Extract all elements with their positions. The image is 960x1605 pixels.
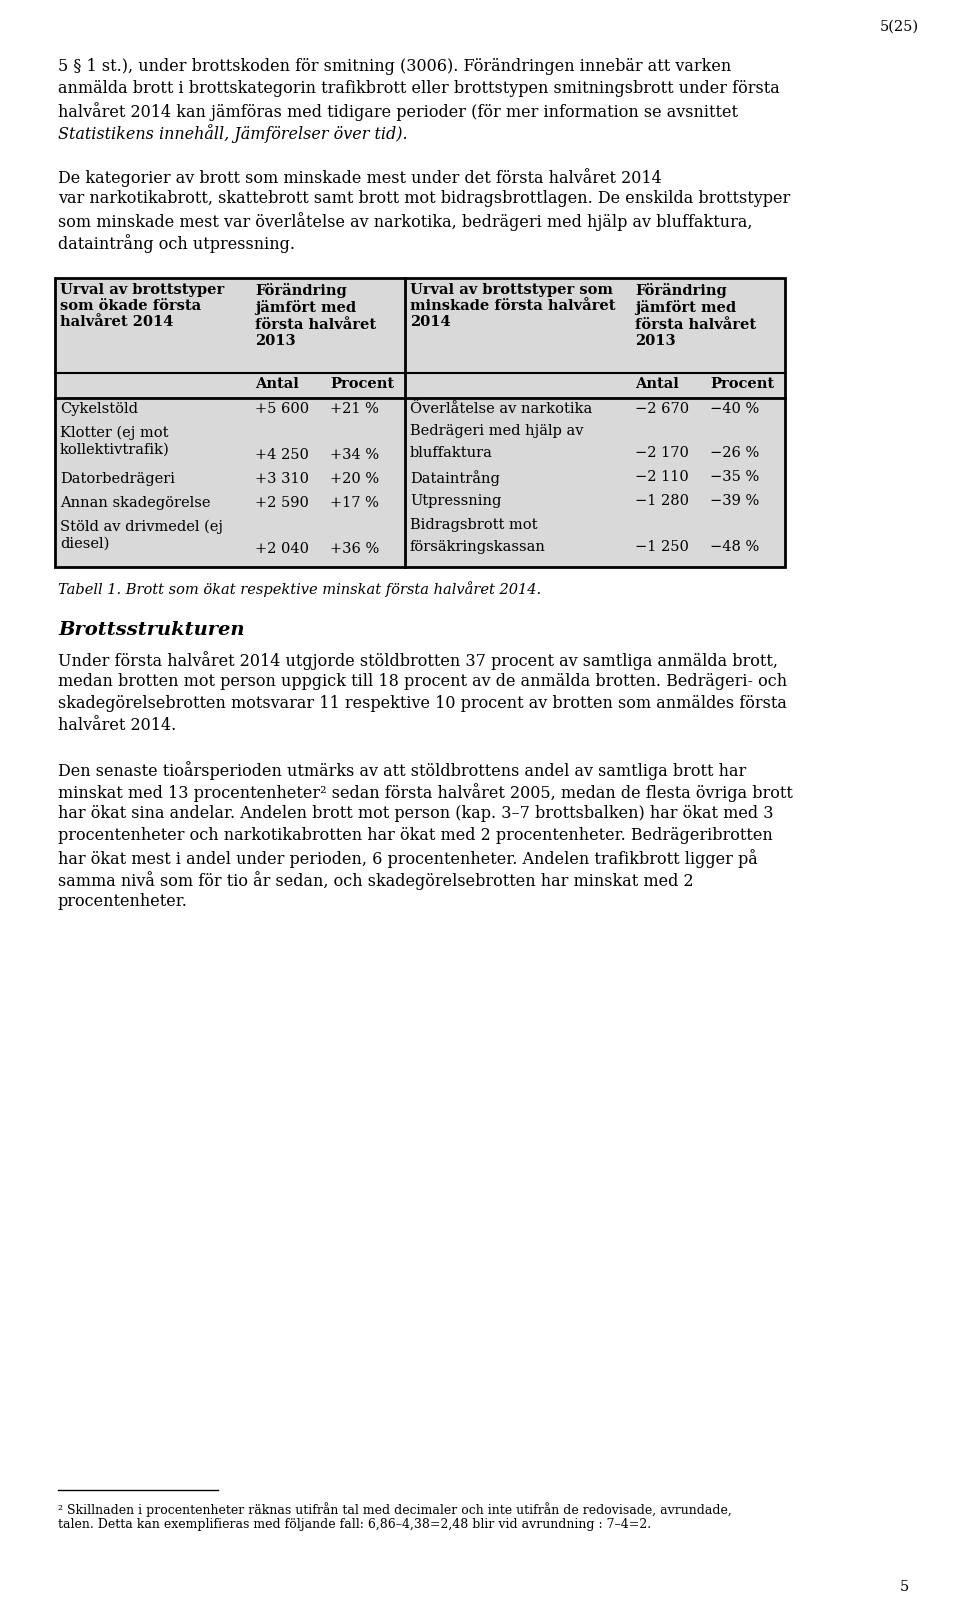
Text: som minskade mest var överlåtelse av narkotika, bedrägeri med hjälp av bluffaktu: som minskade mest var överlåtelse av nar… (58, 212, 753, 231)
Text: Förändring
jämfört med
första halvåret
2013: Förändring jämfört med första halvåret 2… (255, 282, 376, 348)
Text: anmälda brott i brottskategorin trafikbrott eller brottstypen smitningsbrott und: anmälda brott i brottskategorin trafikbr… (58, 80, 780, 96)
Text: halvåret 2014.: halvåret 2014. (58, 717, 177, 733)
Text: medan brotten mot person uppgick till 18 procent av de anmälda brotten. Bedräger: medan brotten mot person uppgick till 18… (58, 672, 787, 690)
Text: −48 %: −48 % (710, 539, 759, 554)
Text: Brottsstrukturen: Brottsstrukturen (58, 621, 245, 639)
Text: Överlåtelse av narkotika: Överlåtelse av narkotika (410, 401, 592, 416)
Text: De kategorier av brott som minskade mest under det första halvåret 2014: De kategorier av brott som minskade mest… (58, 169, 661, 186)
Text: −2 110: −2 110 (635, 470, 688, 485)
Text: +20 %: +20 % (330, 472, 379, 486)
Text: procentenheter och narkotikabrotten har ökat med 2 procentenheter. Bedrägeribrot: procentenheter och narkotikabrotten har … (58, 827, 773, 844)
Text: +36 %: +36 % (330, 542, 379, 555)
Text: minskat med 13 procentenheter² sedan första halvåret 2005, medan de flesta övrig: minskat med 13 procentenheter² sedan för… (58, 783, 793, 802)
Text: Urval av brottstyper som
minskade första halvåret
2014: Urval av brottstyper som minskade första… (410, 282, 615, 329)
Text: Klotter (ej mot
kollektivtrafik): Klotter (ej mot kollektivtrafik) (60, 425, 170, 456)
Text: Procent: Procent (710, 377, 774, 392)
Text: samma nivå som för tio år sedan, och skadegörelsebrotten har minskat med 2: samma nivå som för tio år sedan, och ska… (58, 872, 694, 889)
Text: 5 § 1 st.), under brottskoden för smitning (3006). Förändringen innebär att vark: 5 § 1 st.), under brottskoden för smitni… (58, 58, 732, 75)
Text: +2 590: +2 590 (255, 496, 309, 510)
Text: Cykelstöld: Cykelstöld (60, 401, 138, 416)
Text: Antal: Antal (635, 377, 679, 392)
Text: +5 600: +5 600 (255, 401, 309, 416)
Text: 5(25): 5(25) (880, 19, 919, 34)
Text: Datorbedrägeri: Datorbedrägeri (60, 472, 175, 486)
Text: −35 %: −35 % (710, 470, 759, 485)
Text: Tabell 1. Brott som ökat respektive minskat första halvåret 2014.: Tabell 1. Brott som ökat respektive mins… (58, 581, 541, 597)
Text: Bedrägeri med hjälp av: Bedrägeri med hjälp av (410, 424, 584, 438)
Text: +2 040: +2 040 (255, 542, 309, 555)
Text: −40 %: −40 % (710, 401, 759, 416)
Text: Stöld av drivmedel (ej
diesel): Stöld av drivmedel (ej diesel) (60, 520, 223, 551)
Text: −26 %: −26 % (710, 446, 759, 461)
Text: −2 670: −2 670 (635, 401, 689, 416)
Text: −39 %: −39 % (710, 494, 759, 509)
Text: +17 %: +17 % (330, 496, 379, 510)
Text: Procent: Procent (330, 377, 395, 392)
Text: dataintrång och utpressning.: dataintrång och utpressning. (58, 234, 295, 254)
Text: Statistikens innehåll, Jämförelser över tid).: Statistikens innehåll, Jämförelser över … (58, 124, 408, 143)
Text: −2 170: −2 170 (635, 446, 689, 461)
Text: ² Skillnaden i procentenheter räknas utifrån tal med decimaler och inte utifrån : ² Skillnaden i procentenheter räknas uti… (58, 1502, 732, 1517)
Text: skadegörelsebrotten motsvarar 11 respektive 10 procent av brotten som anmäldes f: skadegörelsebrotten motsvarar 11 respekt… (58, 695, 787, 713)
Text: +34 %: +34 % (330, 448, 379, 462)
Text: Dataintrång: Dataintrång (410, 470, 500, 486)
Text: Antal: Antal (255, 377, 299, 392)
Text: försäkringskassan: försäkringskassan (410, 539, 546, 554)
Text: Under första halvåret 2014 utgjorde stöldbrotten 37 procent av samtliga anmälda : Under första halvåret 2014 utgjorde stöl… (58, 652, 778, 669)
Text: +21 %: +21 % (330, 401, 379, 416)
Text: har ökat mest i andel under perioden, 6 procentenheter. Andelen trafikbrott ligg: har ökat mest i andel under perioden, 6 … (58, 849, 757, 868)
Text: +4 250: +4 250 (255, 448, 309, 462)
Text: procentenheter.: procentenheter. (58, 892, 188, 910)
Text: talen. Detta kan exemplifieras med följande fall: 6,86–4,38=2,48 blir vid avrund: talen. Detta kan exemplifieras med följa… (58, 1518, 651, 1531)
Text: Den senaste tioårsperioden utmärks av att stöldbrottens andel av samtliga brott : Den senaste tioårsperioden utmärks av at… (58, 761, 746, 780)
Text: 5: 5 (900, 1579, 909, 1594)
Bar (55, 278, 785, 567)
Bar (55, 278, 785, 567)
Text: har ökat sina andelar. Andelen brott mot person (kap. 3–7 brottsbalken) har ökat: har ökat sina andelar. Andelen brott mot… (58, 806, 774, 822)
Text: halvåret 2014 kan jämföras med tidigare perioder (för mer information se avsnitt: halvåret 2014 kan jämföras med tidigare … (58, 103, 738, 120)
Text: Urval av brottstyper
som ökade första
halvåret 2014: Urval av brottstyper som ökade första ha… (60, 282, 225, 329)
Text: Annan skadegörelse: Annan skadegörelse (60, 496, 210, 510)
Text: Utpressning: Utpressning (410, 494, 501, 509)
Text: +3 310: +3 310 (255, 472, 309, 486)
Text: −1 250: −1 250 (635, 539, 689, 554)
Text: Bidragsbrott mot: Bidragsbrott mot (410, 518, 538, 531)
Text: Förändring
jämfört med
första halvåret
2013: Förändring jämfört med första halvåret 2… (635, 282, 756, 348)
Text: var narkotikabrott, skattebrott samt brott mot bidragsbrottlagen. De enskilda br: var narkotikabrott, skattebrott samt bro… (58, 189, 790, 207)
Text: −1 280: −1 280 (635, 494, 689, 509)
Text: bluffaktura: bluffaktura (410, 446, 492, 461)
